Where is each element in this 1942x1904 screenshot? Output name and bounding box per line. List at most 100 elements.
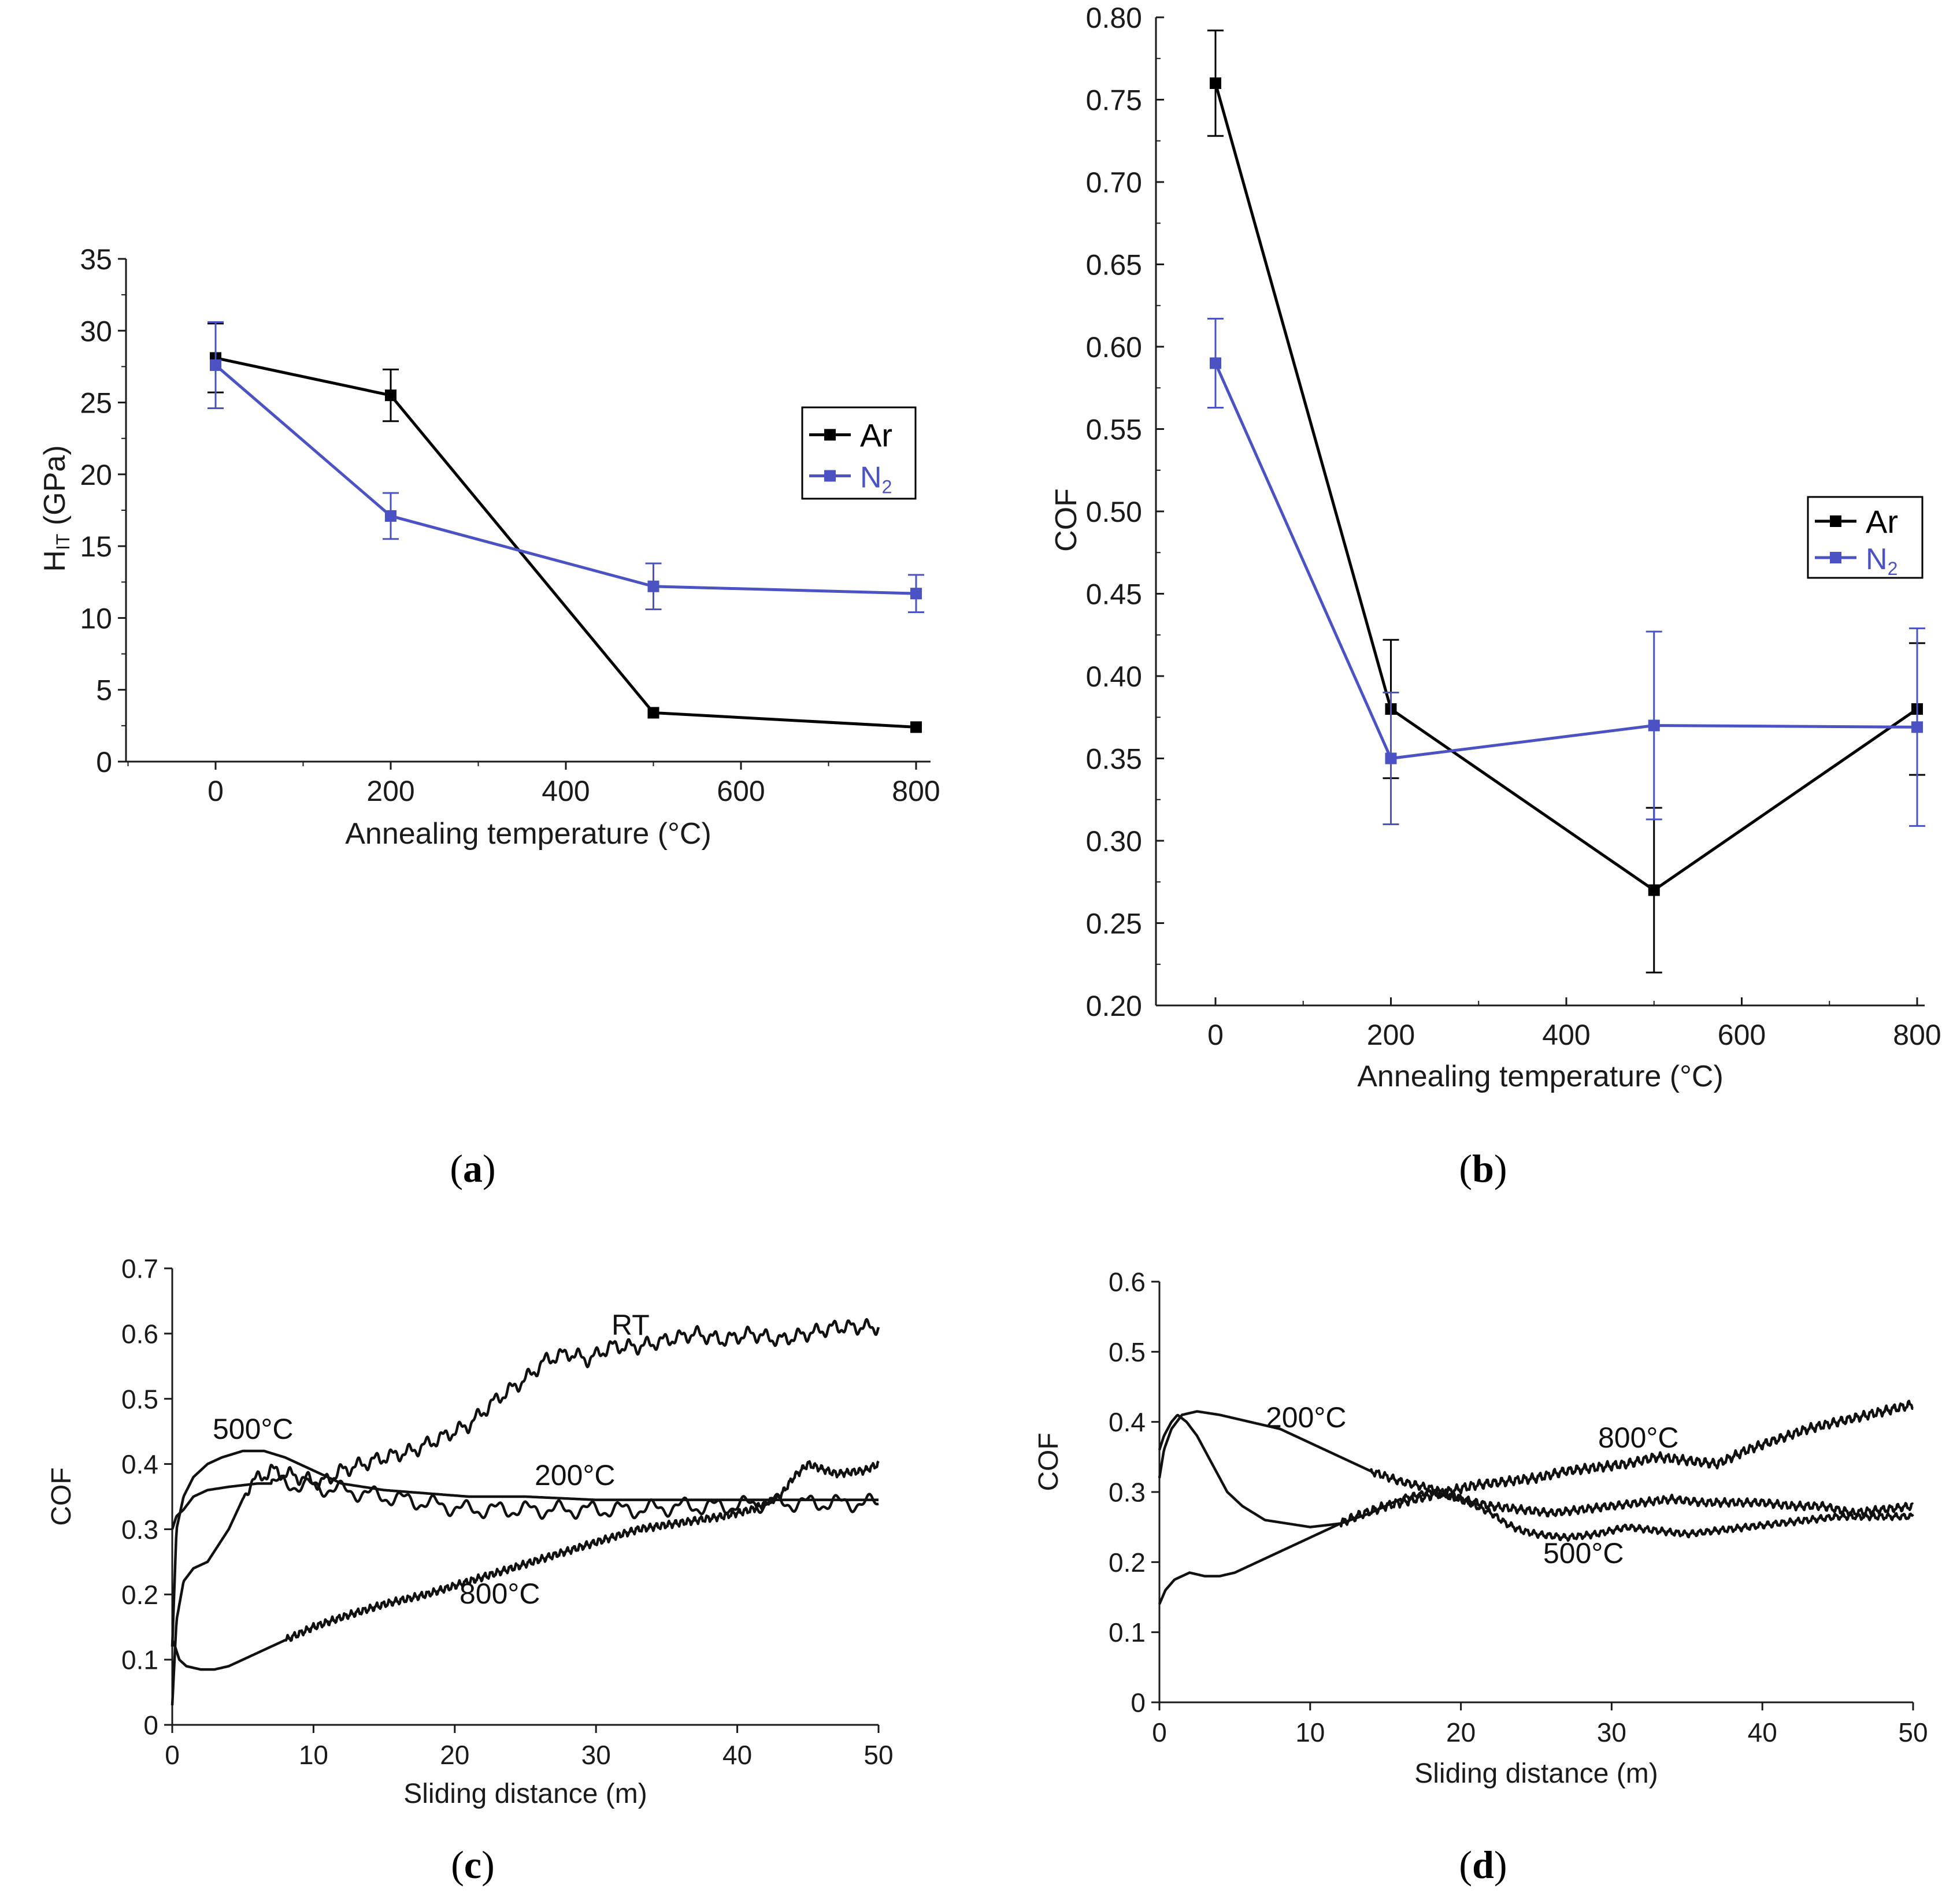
curve-800c — [171, 1460, 880, 1671]
legend-marker — [1830, 552, 1841, 563]
y-tick-label: 0.1 — [121, 1645, 158, 1675]
data-point-marker — [1911, 721, 1923, 733]
y-tick-label: 0.45 — [1086, 578, 1142, 611]
legend-marker — [824, 429, 836, 441]
panel-label: (c) — [451, 1843, 495, 1887]
legend-box — [1807, 496, 1924, 579]
y-tick-label: 0.6 — [121, 1319, 158, 1349]
x-tick-label: 800 — [892, 775, 940, 807]
y-tick-label: 0.4 — [121, 1449, 158, 1479]
y-tick-label: 0.4 — [1109, 1407, 1146, 1437]
y-tick-label: 0.2 — [1109, 1547, 1146, 1578]
y-tick-label: 0.2 — [121, 1580, 158, 1610]
legend-label-ar: Ar — [1866, 503, 1898, 540]
data-point-marker — [1648, 719, 1660, 732]
panel-label-letter: d — [1472, 1843, 1494, 1887]
curve-500c — [171, 1449, 879, 1647]
curve-annotation: 500°C — [1543, 1537, 1624, 1569]
curve-annotation: 800°C — [459, 1578, 540, 1610]
x-tick-label: 400 — [542, 775, 590, 807]
y-tick-label: 0.75 — [1086, 84, 1142, 117]
x-tick-label: 40 — [722, 1740, 752, 1770]
curve-200c — [1158, 1410, 1914, 1518]
x-tick-label: 0 — [1207, 1019, 1224, 1051]
legend-label-n2: N2 — [860, 461, 892, 498]
y-axis-title: COF — [46, 1467, 77, 1526]
panel-label: (a) — [450, 1146, 495, 1190]
x-tick-label: 50 — [863, 1740, 893, 1770]
y-tick-label: 35 — [80, 243, 112, 276]
y-axis-title: HIT (GPa) — [38, 445, 73, 571]
panel-label-open-paren: ( — [450, 1146, 463, 1190]
y-tick-label: 0.40 — [1086, 660, 1142, 693]
curve-annotation: 500°C — [213, 1413, 294, 1445]
y-tick-label: 0.55 — [1086, 414, 1142, 446]
y-axis-title-unit: (GPa) — [38, 445, 72, 533]
panel-label-close-paren: ) — [1494, 1146, 1507, 1190]
y-tick-label: 0.7 — [121, 1254, 158, 1284]
panel-label-open-paren: ( — [451, 1843, 464, 1887]
y-tick-label: 30 — [80, 315, 112, 347]
data-point-marker — [910, 588, 922, 600]
y-tick-label: 0.20 — [1086, 990, 1142, 1022]
y-tick-label: 0.5 — [121, 1384, 158, 1414]
curve-annotation: 800°C — [1598, 1421, 1679, 1454]
legend-label-n2-subscript: 2 — [882, 477, 892, 498]
panel-label-letter: b — [1472, 1146, 1494, 1190]
x-tick-label: 800 — [1893, 1019, 1941, 1051]
curve-annotation: 200°C — [1266, 1401, 1347, 1434]
x-tick-label: 600 — [1718, 1019, 1766, 1051]
legend-label-ar: Ar — [860, 417, 892, 453]
y-tick-label: 0.35 — [1086, 743, 1142, 775]
data-point-marker — [385, 389, 396, 402]
x-tick-label: 40 — [1748, 1717, 1777, 1747]
y-tick-label: 0.65 — [1086, 249, 1142, 281]
curve-800c — [1158, 1400, 1914, 1605]
y-tick-label: 20 — [80, 459, 112, 491]
data-point-marker — [1648, 884, 1660, 896]
panel-c-cof-sliding-chart: 0 10 20 30 40 50 0 0.1 0.2 0.3 0.4 0.5 0.6 0.7 Sliding… — [46, 1254, 894, 1887]
y-tick-label: 15 — [80, 530, 112, 563]
x-tick-label: 20 — [440, 1740, 469, 1770]
x-tick-label: 0 — [1152, 1717, 1167, 1747]
curve-200c — [171, 1474, 879, 1530]
legend-label-n2-main: N — [1866, 543, 1888, 576]
data-point-marker — [1210, 357, 1221, 369]
x-tick-label: 600 — [717, 775, 765, 807]
panel-label-open-paren: ( — [1459, 1146, 1472, 1190]
y-axis-title-subscript: IT — [53, 534, 73, 550]
y-axis-title-main: H — [38, 550, 72, 572]
legend-marker — [1830, 515, 1841, 527]
panel-label: (b) — [1459, 1146, 1507, 1190]
y-tick-label: 0.50 — [1086, 496, 1142, 528]
legend-label-n2-subscript: 2 — [1888, 558, 1898, 579]
curve-annotation: 200°C — [535, 1459, 616, 1491]
y-tick-label: 10 — [80, 602, 112, 634]
y-tick-label: 5 — [96, 674, 112, 707]
x-axis-title: Annealing temperature (°C) — [1357, 1060, 1724, 1093]
x-tick-label: 400 — [1542, 1019, 1590, 1051]
x-tick-label: 20 — [1446, 1717, 1476, 1747]
x-axis-title: Annealing temperature (°C) — [345, 817, 711, 851]
data-point-marker — [1385, 752, 1397, 764]
x-tick-label: 50 — [1898, 1717, 1928, 1747]
legend-box — [801, 406, 917, 500]
data-point-marker — [910, 721, 922, 733]
panel-label: (d) — [1459, 1843, 1507, 1887]
y-axis-title: COF — [1050, 488, 1083, 552]
data-point-marker — [210, 359, 221, 371]
y-tick-label: 0.1 — [1109, 1617, 1146, 1647]
y-tick-label: 0 — [96, 746, 112, 778]
y-tick-label: 0.6 — [1109, 1267, 1146, 1297]
panel-label-letter: a — [463, 1146, 483, 1190]
y-tick-label: 25 — [80, 387, 112, 420]
series-line-n2 — [214, 364, 917, 595]
curve-rt — [171, 1317, 880, 1706]
y-axis-title: COF — [1033, 1432, 1064, 1491]
x-tick-label: 200 — [366, 775, 414, 807]
y-tick-label: 0.25 — [1086, 908, 1142, 940]
y-tick-label: 0.80 — [1086, 2, 1142, 34]
panel-label-letter: c — [464, 1843, 481, 1887]
legend-label-n2: N2 — [1866, 543, 1897, 579]
